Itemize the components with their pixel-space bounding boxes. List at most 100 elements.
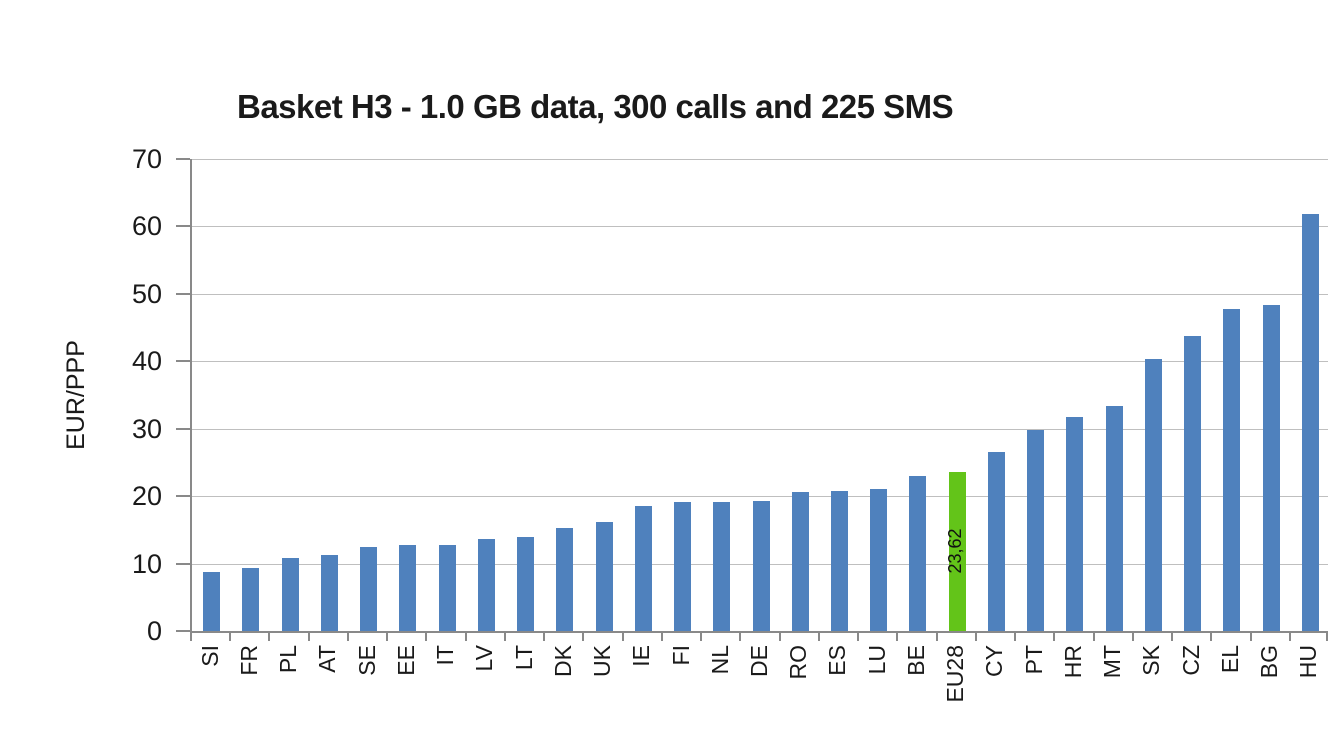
x-tick-label-LT: LT — [510, 645, 537, 671]
y-tick-label: 40 — [131, 346, 162, 377]
x-tick-mark — [778, 633, 781, 641]
bar-HR — [1066, 416, 1084, 631]
x-tick-label-ES: ES — [824, 645, 851, 676]
bar-SE — [360, 546, 378, 631]
bar-UK — [595, 522, 613, 631]
gridline — [192, 428, 1328, 430]
bar-BE — [909, 475, 927, 631]
bar-highlight-EU28 — [948, 471, 966, 631]
x-tick-label-FR: FR — [235, 645, 262, 676]
x-tick-mark — [1092, 633, 1095, 641]
x-tick-mark — [1249, 633, 1252, 641]
x-tick-mark — [857, 633, 860, 641]
x-tick-mark — [1326, 633, 1328, 641]
y-tick-mark — [176, 427, 190, 430]
bar-ES — [830, 490, 848, 631]
bar-HU — [1301, 213, 1319, 631]
x-tick-label-CZ: CZ — [1177, 645, 1204, 676]
x-tick-label-NL: NL — [706, 645, 733, 675]
x-tick-mark — [700, 633, 703, 641]
x-tick-mark — [739, 633, 742, 641]
y-tick-label: 70 — [131, 144, 162, 174]
x-tick-mark — [582, 633, 585, 641]
bar-EL — [1223, 308, 1241, 631]
y-axis-title: EUR/PPP — [62, 340, 90, 450]
bar-FR — [242, 567, 260, 631]
bar-LU — [870, 488, 888, 631]
bar-IE — [634, 506, 652, 631]
bar-LV — [477, 539, 495, 631]
x-tick-mark — [386, 633, 389, 641]
bar-SK — [1144, 358, 1162, 631]
bar-CY — [987, 452, 1005, 631]
x-tick-mark — [464, 633, 467, 641]
x-tick-label-HU: HU — [1295, 645, 1322, 679]
y-tick-mark — [176, 158, 190, 160]
bar-EE — [399, 545, 417, 631]
x-tick-label-MT: MT — [1099, 645, 1126, 679]
y-tick-label: 60 — [131, 211, 162, 242]
gridline — [192, 293, 1328, 295]
bar-CZ — [1184, 335, 1202, 631]
y-tick-label: 0 — [146, 616, 162, 646]
x-tick-label-UK: UK — [589, 645, 616, 677]
plot-area — [190, 159, 1328, 633]
x-tick-mark — [543, 633, 546, 641]
x-tick-label-IT: IT — [432, 645, 459, 666]
x-tick-mark — [307, 633, 310, 641]
bar-AT — [320, 555, 338, 631]
bar-FI — [674, 502, 692, 631]
x-tick-mark — [346, 633, 349, 641]
bar-SI — [203, 571, 221, 631]
x-tick-label-RO: RO — [785, 645, 812, 680]
x-tick-mark — [190, 633, 192, 641]
x-tick-mark — [1131, 633, 1134, 641]
x-tick-label-HR: HR — [1059, 645, 1086, 679]
x-tick-label-SK: SK — [1138, 645, 1165, 676]
gridline — [192, 226, 1328, 228]
x-tick-label-DE: DE — [746, 645, 772, 677]
x-tick-label-DK: DK — [549, 645, 576, 677]
bar-LT — [517, 537, 535, 631]
bar-data-label: 23,62 — [945, 528, 966, 574]
gridline — [192, 361, 1328, 363]
x-tick-mark — [1053, 633, 1056, 641]
x-tick-mark — [229, 633, 232, 641]
bar-MT — [1105, 406, 1123, 631]
x-tick-mark — [974, 633, 977, 641]
x-tick-label-CY: CY — [981, 645, 1008, 677]
y-tick-mark — [176, 562, 190, 565]
y-tick-label: 20 — [131, 481, 162, 512]
x-tick-label-PL: PL — [275, 645, 302, 674]
x-tick-mark — [1171, 633, 1174, 641]
gridline — [192, 496, 1328, 498]
y-tick-mark — [176, 360, 190, 363]
x-tick-mark — [1210, 633, 1213, 641]
x-tick-label-LV: LV — [471, 645, 498, 672]
y-tick-mark — [176, 495, 190, 498]
bar-RO — [791, 492, 809, 631]
x-tick-label-EE: EE — [392, 645, 419, 676]
bar-BG — [1262, 304, 1280, 631]
x-tick-label-IE: IE — [628, 645, 655, 667]
x-tick-label-FI: FI — [667, 645, 694, 666]
x-tick-label-AT: AT — [314, 645, 341, 673]
bar-NL — [713, 501, 731, 631]
x-tick-mark — [621, 633, 624, 641]
x-tick-mark — [660, 633, 663, 641]
x-tick-label-BE: BE — [902, 645, 929, 676]
bar-IT — [438, 544, 456, 631]
x-tick-mark — [896, 633, 899, 641]
y-tick-label: 30 — [131, 413, 162, 444]
x-tick-mark — [268, 633, 271, 641]
x-tick-mark — [425, 633, 428, 641]
x-tick-mark — [503, 633, 506, 641]
bar-PT — [1027, 430, 1045, 631]
y-tick-mark — [176, 225, 190, 228]
x-tick-label-SI: SI — [196, 645, 223, 667]
bar-DE — [752, 500, 770, 631]
x-tick-mark — [935, 633, 938, 641]
x-tick-label-LU: LU — [863, 645, 890, 675]
x-tick-mark — [817, 633, 820, 641]
bar-DK — [556, 527, 574, 631]
